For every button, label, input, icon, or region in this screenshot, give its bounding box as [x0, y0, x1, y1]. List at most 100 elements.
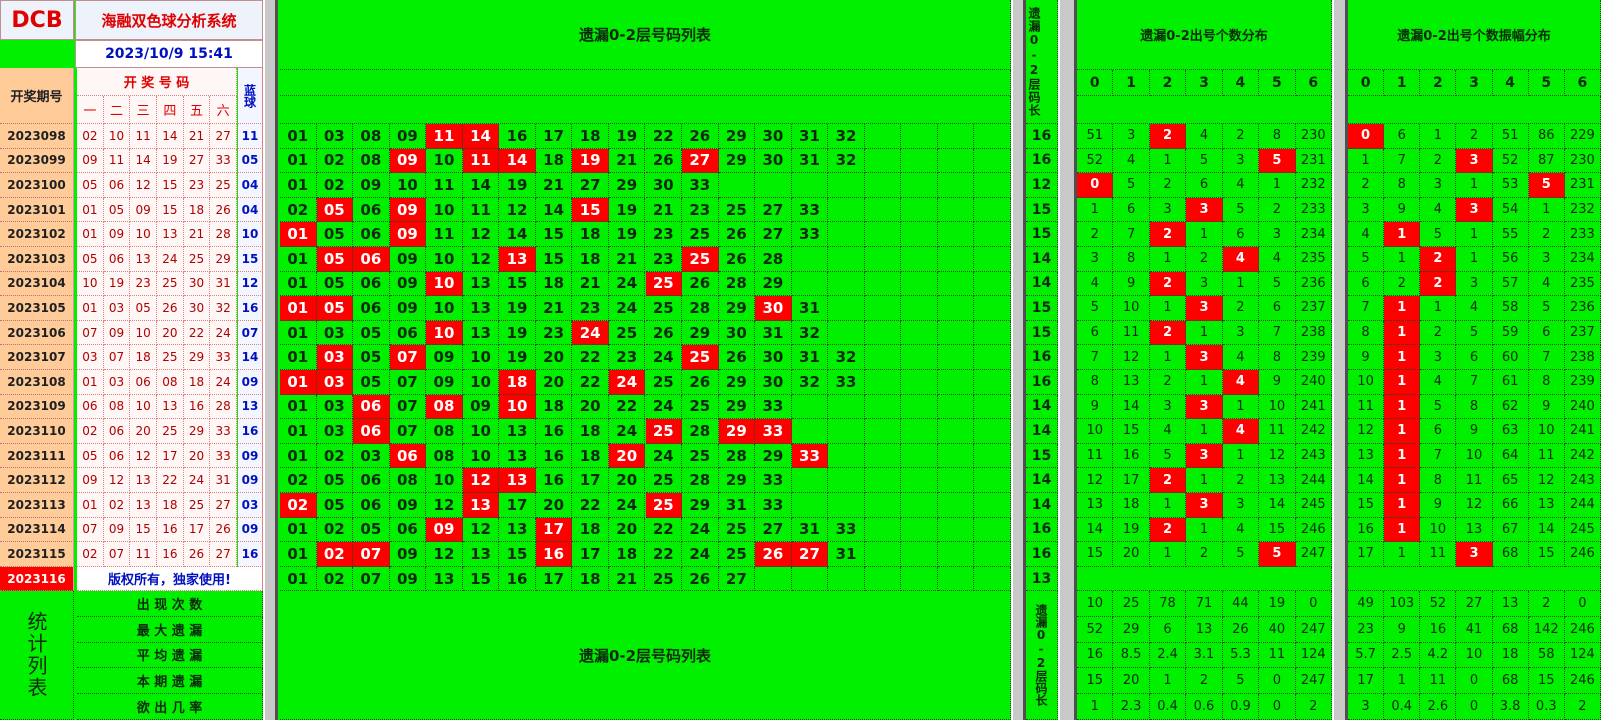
layer-number: 03 — [353, 443, 390, 469]
blue-label: 蓝球 — [238, 68, 263, 124]
amp-value: 3 — [1456, 271, 1493, 297]
red-ball: 05 — [77, 173, 104, 198]
red-ball: 12 — [103, 468, 131, 493]
layer-number — [901, 296, 938, 321]
dist-value: 1 — [1149, 542, 1187, 567]
amp-value: 1 — [1384, 247, 1421, 272]
amp-value: 7 — [1420, 443, 1457, 469]
layer-number: 18 — [572, 247, 609, 272]
layer-number — [974, 222, 1011, 247]
blue-ball: 09 — [238, 468, 263, 493]
red-ball: 01 — [77, 197, 104, 223]
dist-value: 11 — [1259, 419, 1296, 444]
layer-number: 28 — [718, 271, 756, 297]
red-ball: 30 — [183, 271, 211, 297]
red-ball: 13 — [130, 493, 157, 518]
red-ball: 09 — [77, 468, 104, 493]
layer-number: 09 — [389, 222, 427, 247]
layer-number: 17 — [535, 517, 573, 543]
red-ball: 02 — [77, 419, 104, 444]
layer-number: 15 — [499, 542, 536, 567]
column-header: 3 — [1186, 70, 1223, 96]
red-ball: 03 — [103, 296, 131, 321]
layer-number: 09 — [389, 296, 427, 321]
dist-value: 1 — [1077, 197, 1114, 223]
amp-value: 3 — [1456, 542, 1493, 567]
red-ball: 12 — [130, 443, 157, 469]
amp-value: 8 — [1348, 320, 1385, 346]
layer-number — [864, 566, 902, 592]
layer-number: 27 — [755, 222, 792, 247]
layer-number — [901, 517, 938, 543]
layer-number: 01 — [280, 419, 317, 444]
layer-number — [791, 173, 829, 198]
layer-number: 18 — [499, 370, 536, 395]
amp-value: 67 — [1492, 517, 1529, 543]
column-header: 4 — [1222, 70, 1260, 96]
layer-number: 23 — [572, 296, 609, 321]
dist-value: 11 — [1113, 320, 1150, 346]
layer-length: 16 — [1026, 124, 1058, 149]
red-ball: 30 — [183, 296, 211, 321]
dist-value: 231 — [1295, 148, 1332, 174]
layer-number: 20 — [608, 468, 646, 493]
red-ball: 15 — [157, 173, 184, 198]
red-ball: 07 — [77, 320, 104, 346]
layer-number: 05 — [353, 345, 390, 370]
amp-value: 2 — [1384, 271, 1421, 297]
stat-value: 44 — [1222, 591, 1260, 617]
period: 2023100 — [0, 173, 74, 198]
layer-number: 10 — [426, 197, 463, 223]
layer-number: 10 — [462, 419, 500, 444]
dist-value: 17 — [1113, 468, 1150, 493]
layer-number: 28 — [755, 247, 792, 272]
amp-value: 238 — [1564, 345, 1601, 370]
dist-value: 13 — [1113, 370, 1150, 395]
layer-number: 32 — [828, 345, 865, 370]
red-ball: 09 — [103, 320, 131, 346]
dist-value: 15 — [1077, 542, 1114, 567]
layer-number: 26 — [682, 124, 719, 149]
header-row — [280, 96, 1011, 124]
dist-value: 238 — [1295, 320, 1332, 346]
dist-value: 241 — [1295, 394, 1332, 420]
period: 2023114 — [0, 517, 74, 543]
stat-value: 41 — [1456, 616, 1493, 643]
layer-number — [937, 370, 975, 395]
layer-number: 31 — [791, 517, 829, 543]
dist-value: 2 — [1222, 124, 1260, 149]
layer-number: 13 — [462, 271, 500, 297]
stat-value: 27 — [1456, 591, 1493, 617]
layer-number — [901, 493, 938, 518]
layer-number: 22 — [608, 394, 646, 420]
layer-number: 25 — [718, 542, 756, 567]
period: 2023099 — [0, 148, 74, 174]
red-ball: 10 — [103, 124, 131, 149]
dist-value: 5 — [1077, 296, 1114, 321]
empty-row — [1348, 566, 1601, 592]
dist-value: 5 — [1113, 173, 1150, 198]
layer-number: 30 — [755, 296, 792, 321]
layer-length: 14 — [1026, 394, 1058, 420]
layer-number: 27 — [755, 197, 792, 223]
amp-value: 1 — [1384, 443, 1421, 469]
layer-number — [828, 566, 865, 592]
layer-number: 27 — [682, 148, 719, 174]
dist-value: 5 — [1222, 542, 1260, 567]
dist-value: 13 — [1259, 468, 1296, 493]
amp-value: 2 — [1348, 173, 1385, 198]
layer-number: 25 — [682, 247, 719, 272]
layer-number: 22 — [572, 493, 609, 518]
layer-number: 02 — [316, 517, 354, 543]
amp-value: 9 — [1348, 345, 1385, 370]
dist-value: 0 — [1077, 173, 1114, 198]
amp-value: 3 — [1348, 197, 1385, 223]
red-ball: 06 — [103, 419, 131, 444]
red-ball: 31 — [210, 468, 237, 493]
layer-number: 18 — [608, 542, 646, 567]
layer-number: 05 — [316, 222, 354, 247]
layer-number: 01 — [280, 222, 317, 247]
column-header: 5 — [1259, 70, 1296, 96]
stat-value: 71 — [1186, 591, 1223, 617]
dist-value: 4 — [1077, 271, 1114, 297]
